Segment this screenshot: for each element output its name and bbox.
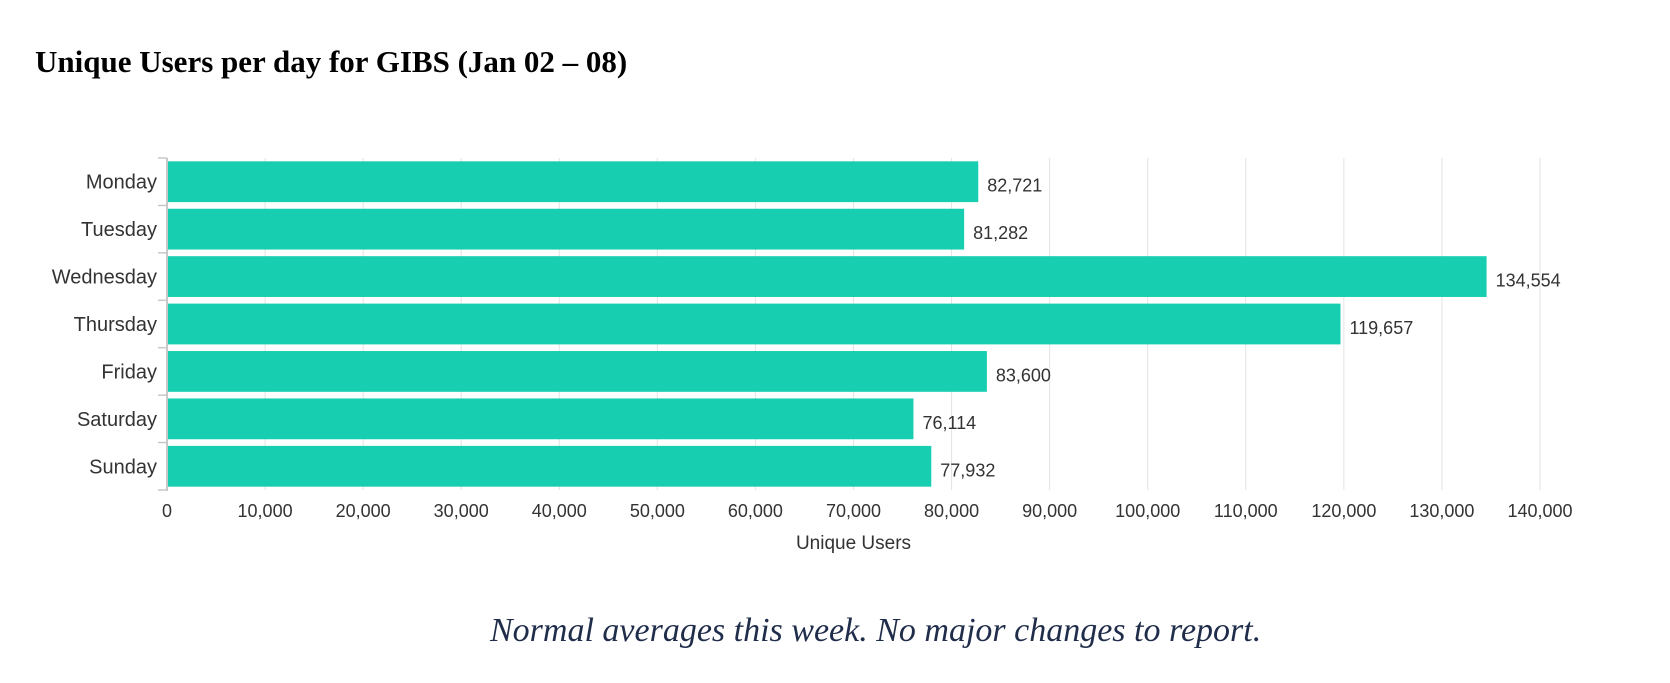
data-label: 119,657 [1349,318,1413,338]
x-tick-label: 140,000 [1507,501,1572,521]
bar-monday [168,161,979,203]
x-tick-label: 0 [162,501,172,521]
chart-title: Unique Users per day for GIBS (Jan 02 – … [35,44,628,79]
bar-saturday [168,398,914,440]
data-label: 81,282 [973,223,1028,243]
x-tick-label: 70,000 [826,501,881,521]
category-label: Wednesday [52,267,157,289]
x-axis-title: Unique Users [796,533,911,554]
x-tick-label: 90,000 [1022,501,1077,521]
category-label: Saturday [77,409,157,431]
data-label: 76,114 [922,413,976,433]
category-label: Friday [101,361,157,383]
bar-thursday [168,303,1341,345]
category-label: Tuesday [81,219,157,241]
data-label: 77,932 [940,460,995,480]
bar-friday [168,351,987,392]
x-tick-label: 10,000 [238,501,293,521]
category-label: Sunday [89,456,157,478]
bar-tuesday [168,208,965,250]
x-tick-label: 120,000 [1311,501,1376,521]
bar-wednesday [168,256,1487,297]
x-tick-label: 110,000 [1214,501,1278,521]
x-tick-label: 130,000 [1409,501,1474,521]
x-tick-label: 60,000 [728,501,783,521]
x-tick-label: 80,000 [924,501,979,521]
data-label: 83,600 [996,365,1051,385]
data-label: 82,721 [987,176,1042,196]
x-tick-label: 50,000 [630,501,685,521]
x-tick-label: 40,000 [532,501,587,521]
category-label: Thursday [74,314,157,336]
bar-sunday [168,445,932,487]
category-label: Monday [86,172,157,194]
x-tick-label: 20,000 [336,501,391,521]
x-tick-label: 100,000 [1115,501,1180,521]
data-label: 134,554 [1496,271,1561,291]
x-tick-label: 30,000 [434,501,489,521]
chart-footnote: Normal averages this week. No major chan… [490,612,1262,649]
